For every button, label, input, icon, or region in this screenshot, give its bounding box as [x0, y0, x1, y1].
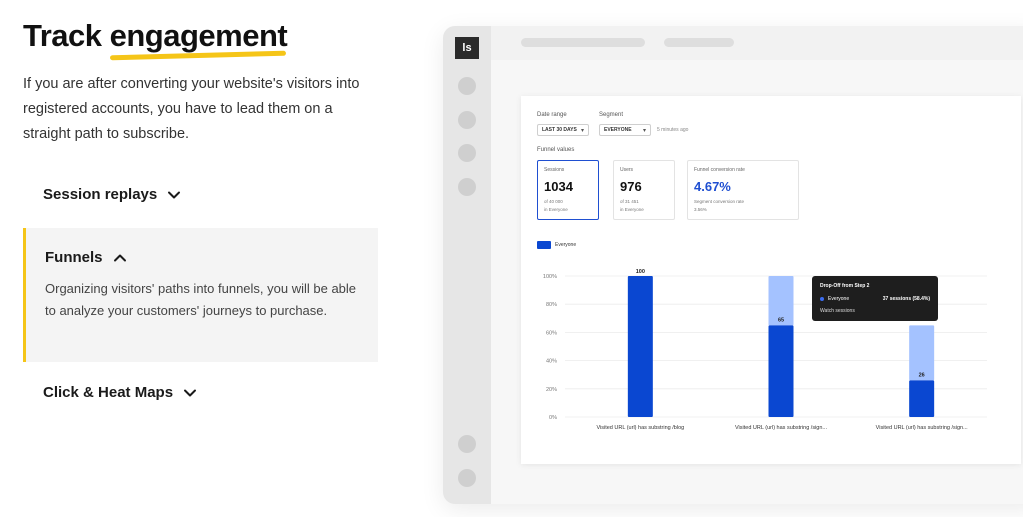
chevron-down-icon: ▾	[642, 128, 646, 134]
x-tick-label: Visited URL (url) has substring /blog	[596, 425, 684, 431]
title-prefix: Track	[23, 18, 110, 53]
series-dot-icon	[820, 297, 824, 301]
metric-label: Sessions	[544, 167, 565, 173]
legend-label: Everyone	[555, 242, 577, 248]
segment-value: EVERYONE	[604, 127, 632, 133]
date-range-select[interactable]: LAST 30 DAYS ▾	[537, 124, 589, 136]
nav-placeholder-icon[interactable]	[458, 469, 476, 487]
accordion-title: Session replays	[43, 186, 158, 203]
metric-card-sessions[interactable]: Sessions 1034 of 40 000 in Everyone	[537, 160, 599, 220]
date-range-value: LAST 30 DAYS	[542, 127, 577, 133]
nav-placeholder-icon[interactable]	[458, 77, 476, 95]
tooltip-title: Drop-Off from Step 2	[820, 283, 870, 289]
metric-sub: of 31 451	[620, 199, 639, 204]
y-tick-label: 40%	[546, 359, 557, 365]
segment-select[interactable]: EVERYONE ▾	[599, 124, 651, 136]
accordion-header[interactable]: Click & Heat Maps	[43, 384, 378, 401]
y-tick-label: 80%	[546, 302, 557, 308]
accordion-title: Funnels	[45, 249, 103, 266]
nav-placeholder-icon[interactable]	[458, 111, 476, 129]
chevron-down-icon	[168, 191, 181, 198]
x-tick-label: Visited URL (url) has substring /sign...	[735, 425, 827, 431]
page-title: Track engagement	[23, 18, 288, 54]
watch-sessions-link[interactable]: Watch sessions	[820, 308, 855, 314]
data-label: 26	[919, 372, 925, 378]
accordion-title: Click & Heat Maps	[43, 384, 174, 401]
y-tick-label: 60%	[546, 330, 557, 336]
tooltip-value: 37 sessions (58.4%)	[882, 296, 930, 302]
bar-dropoff	[909, 325, 935, 381]
app-logo: ls	[455, 37, 479, 59]
sidebar-rail: ls	[443, 26, 491, 504]
metric-card-users[interactable]: Users 976 of 31 451 in Everyone	[613, 160, 675, 220]
metric-card-conversion[interactable]: Funnel conversion rate 4.67% Segment con…	[687, 160, 799, 220]
updated-time: 5 minutes ago	[657, 127, 689, 133]
x-tick-label: Visited URL (url) has substring /sign...	[876, 425, 968, 431]
y-tick-label: 100%	[543, 274, 557, 280]
title-highlight: engagement	[109, 18, 288, 53]
y-tick-label: 0%	[549, 415, 557, 421]
tooltip-series: Everyone	[828, 296, 850, 302]
skeleton-bar	[664, 38, 734, 47]
date-range-label: Date range	[537, 112, 567, 118]
y-tick-label: 20%	[546, 387, 557, 393]
accordion-header[interactable]: Funnels	[45, 249, 378, 266]
metric-label: Users	[620, 167, 634, 173]
accordion-body: Organizing visitors' paths into funnels,…	[45, 281, 357, 318]
metric-sub: Segment conversion rate	[694, 199, 745, 204]
data-label: 100	[636, 269, 645, 275]
metric-sub: in Everyone	[544, 207, 568, 212]
metric-label: Funnel conversion rate	[694, 167, 745, 173]
bar-dropoff	[768, 276, 794, 326]
metric-value: 4.67%	[694, 179, 731, 194]
funnel-chart: 0% 20% 40% 60% 80% 100% 100 Visited URL (url) h…	[543, 269, 987, 431]
dropoff-tooltip: Drop-Off from Step 2 Everyone 37 session…	[812, 276, 938, 321]
accordion-item-session-replays[interactable]: Session replays	[23, 186, 378, 203]
chevron-down-icon: ▾	[580, 128, 584, 134]
chevron-up-icon	[113, 254, 126, 261]
segment-label: Segment	[599, 112, 624, 118]
intro-paragraph: If you are after converting your website…	[23, 76, 360, 142]
metric-sub: in Everyone	[620, 207, 644, 212]
nav-placeholder-icon[interactable]	[458, 435, 476, 453]
funnel-values-label: Funnel values	[537, 147, 575, 153]
skeleton-bar	[521, 38, 645, 47]
metric-sub: of 40 000	[544, 199, 563, 204]
chevron-down-icon	[184, 389, 197, 396]
top-bar	[491, 26, 1023, 60]
bar	[909, 380, 935, 417]
accordion-header[interactable]: Session replays	[43, 186, 378, 203]
nav-placeholder-icon[interactable]	[458, 144, 476, 162]
legend-swatch	[537, 241, 551, 249]
metric-value: 976	[620, 179, 642, 194]
app-mockup: ls Date range Segment LAST 30 DAYS ▾ EVE…	[443, 26, 1023, 504]
nav-placeholder-icon[interactable]	[458, 178, 476, 196]
metric-sub: 3.56%	[694, 207, 707, 212]
accordion-item-heat-maps[interactable]: Click & Heat Maps	[23, 384, 378, 401]
metric-value: 1034	[544, 179, 573, 194]
accordion-item-funnels[interactable]: Funnels Organizing visitors' paths into …	[23, 228, 378, 362]
data-label: 65	[778, 317, 784, 323]
bar	[768, 325, 794, 417]
bar	[627, 276, 653, 417]
funnel-card: Date range Segment LAST 30 DAYS ▾ EVERYO…	[521, 96, 1021, 464]
